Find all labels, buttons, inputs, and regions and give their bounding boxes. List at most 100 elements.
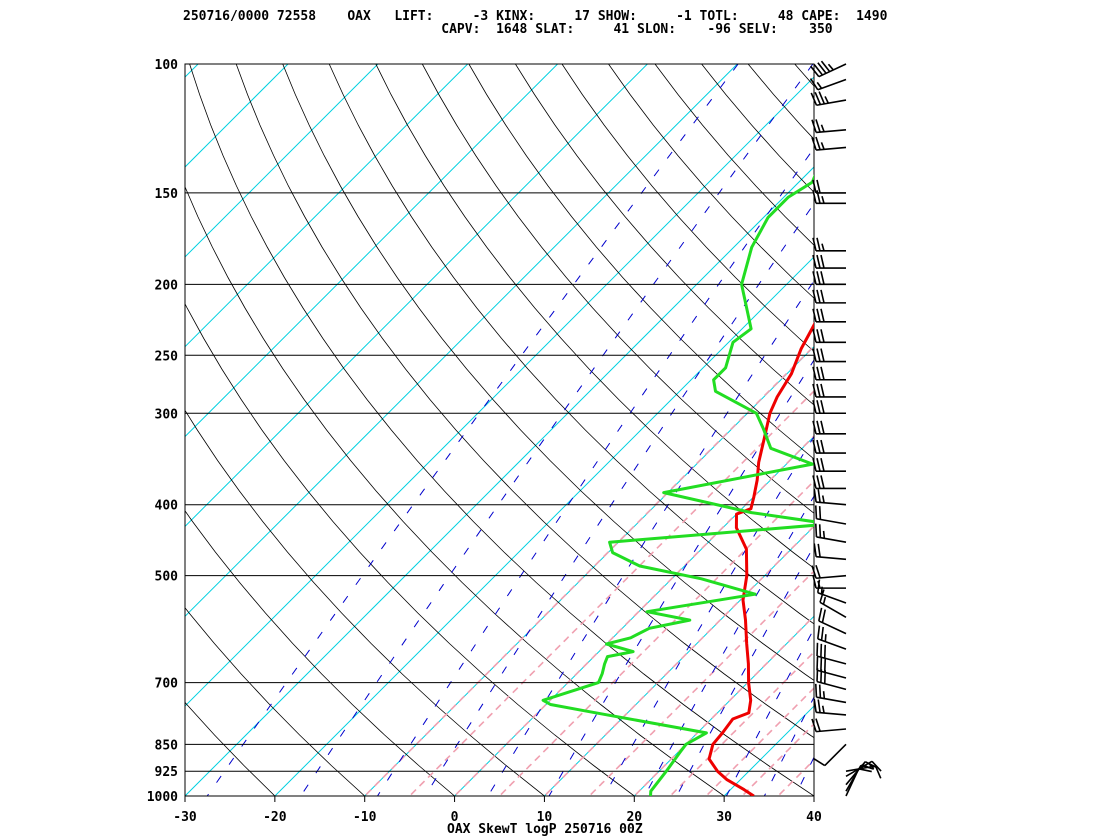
wind-barb-half-flag bbox=[822, 244, 824, 251]
wind-barb-flag bbox=[816, 684, 817, 697]
dry-adiabat-line bbox=[1074, 64, 1120, 796]
isotherm-line bbox=[455, 64, 1120, 796]
wind-barb-flag bbox=[817, 384, 820, 397]
wind-barb bbox=[813, 271, 846, 284]
wind-barb bbox=[816, 505, 846, 524]
wind-barb bbox=[812, 719, 846, 732]
wind-barb-flag bbox=[817, 309, 820, 322]
dry-adiabat-line bbox=[748, 64, 1120, 796]
wind-barb bbox=[818, 580, 846, 604]
wind-barb-flag bbox=[818, 699, 820, 712]
wind-barb-flag bbox=[816, 119, 820, 132]
wind-barb bbox=[813, 238, 846, 251]
mixing-ratio-line bbox=[378, 64, 874, 796]
isotherm-line bbox=[814, 64, 1120, 796]
wind-barb-flag bbox=[822, 627, 824, 640]
wind-barb-flag bbox=[818, 489, 820, 502]
isotherm-line bbox=[0, 64, 108, 796]
wind-barb-shaft bbox=[825, 744, 846, 765]
temperature-tick-label: -10 bbox=[353, 810, 377, 825]
isotherm-line bbox=[5, 64, 737, 796]
wind-barb-flag bbox=[821, 458, 824, 471]
wind-barb-flag bbox=[821, 349, 824, 362]
dry-adiabat-line bbox=[841, 64, 1120, 796]
wind-barb-flag bbox=[816, 505, 817, 518]
mixing-ratio-line bbox=[764, 64, 1120, 796]
pressure-tick-label: 400 bbox=[155, 499, 179, 514]
wind-barb bbox=[813, 255, 846, 268]
pressure-tick-label: 250 bbox=[155, 349, 179, 364]
mixing-ratio-line bbox=[425, 64, 911, 796]
wind-barb-flag bbox=[822, 610, 825, 623]
wind-barb-flag bbox=[817, 440, 820, 453]
dry-adiabat-line bbox=[469, 64, 1120, 796]
wind-barb-half-flag bbox=[824, 531, 825, 538]
wind-barb bbox=[811, 92, 846, 106]
isotherm-line bbox=[0, 64, 647, 796]
wind-barb bbox=[813, 421, 846, 434]
isotherm-line bbox=[365, 64, 1097, 796]
wind-barb-half-flag bbox=[817, 82, 821, 88]
wind-barb-flag bbox=[819, 608, 822, 621]
dry-adiabat-line bbox=[0, 64, 95, 796]
wind-barb-half-flag bbox=[823, 597, 825, 604]
dry-adiabat-line bbox=[562, 64, 1120, 796]
pressure-tick-label: 700 bbox=[155, 677, 179, 692]
dry-adiabat-line bbox=[0, 64, 275, 796]
moist-adiabat-line bbox=[619, 292, 1120, 811]
wind-barb-flag bbox=[816, 137, 820, 150]
wind-barb bbox=[812, 137, 846, 150]
isotherm-line bbox=[994, 64, 1120, 796]
wind-barb-flag bbox=[821, 329, 824, 342]
moist-adiabat-line bbox=[727, 292, 1120, 811]
wind-barb-shaft bbox=[818, 80, 846, 90]
temperature-tick-label: -30 bbox=[173, 810, 197, 825]
pressure-tick-label: 100 bbox=[155, 58, 179, 73]
pressure-tick-label: 150 bbox=[155, 187, 179, 202]
wind-barb-flag bbox=[814, 699, 816, 712]
wind-barb bbox=[813, 458, 846, 471]
wind-barb-half-flag bbox=[824, 691, 825, 698]
isotherm-line bbox=[0, 64, 288, 796]
wind-barb bbox=[812, 565, 846, 578]
wind-barb-flag bbox=[816, 719, 820, 732]
isotherm-line bbox=[0, 64, 468, 796]
wind-barb bbox=[813, 309, 846, 322]
wind-barb-flag bbox=[818, 544, 820, 557]
pressure-tick-label: 1000 bbox=[147, 790, 178, 805]
mixing-ratio-line bbox=[795, 64, 1120, 796]
pressure-tick-label: 850 bbox=[155, 738, 179, 753]
wind-barb bbox=[816, 524, 846, 543]
moist-adiabat-line bbox=[691, 292, 1120, 811]
dry-adiabat-line bbox=[655, 64, 1120, 796]
wind-barb-shaft bbox=[816, 712, 846, 715]
temperature-tick-label: -20 bbox=[263, 810, 287, 825]
mixing-ratio-line bbox=[549, 64, 1008, 796]
isotherm-line bbox=[275, 64, 1007, 796]
wind-barb-shaft bbox=[816, 502, 846, 505]
isotherm-line bbox=[724, 64, 1120, 796]
wind-barb-flag bbox=[816, 524, 817, 537]
dry-adiabat-line bbox=[190, 64, 814, 796]
plot-frame bbox=[185, 64, 814, 796]
dry-adiabat-line bbox=[143, 64, 724, 796]
wind-barb-flag bbox=[813, 758, 824, 765]
wind-barb-shaft bbox=[816, 557, 846, 560]
pressure-tick-label: 925 bbox=[155, 765, 178, 780]
wind-barb-flag bbox=[821, 271, 824, 284]
wind-barb-flag bbox=[821, 440, 824, 453]
wind-barb-flag bbox=[821, 290, 824, 303]
wind-barb bbox=[813, 290, 846, 303]
wind-barb-shaft bbox=[816, 697, 846, 702]
dry-adiabat-line bbox=[236, 64, 904, 796]
temperature-tick-label: 40 bbox=[806, 810, 822, 825]
wind-barb bbox=[813, 384, 846, 397]
pressure-tick-label: 300 bbox=[155, 407, 179, 422]
wind-barb-flag bbox=[821, 309, 824, 322]
isotherm-line bbox=[185, 64, 917, 796]
wind-barb-flag bbox=[817, 255, 820, 268]
dry-adiabat-line bbox=[1027, 64, 1120, 796]
wind-barb bbox=[846, 769, 872, 796]
wind-barb-shaft bbox=[816, 519, 846, 524]
pressure-tick-label: 500 bbox=[155, 570, 179, 585]
